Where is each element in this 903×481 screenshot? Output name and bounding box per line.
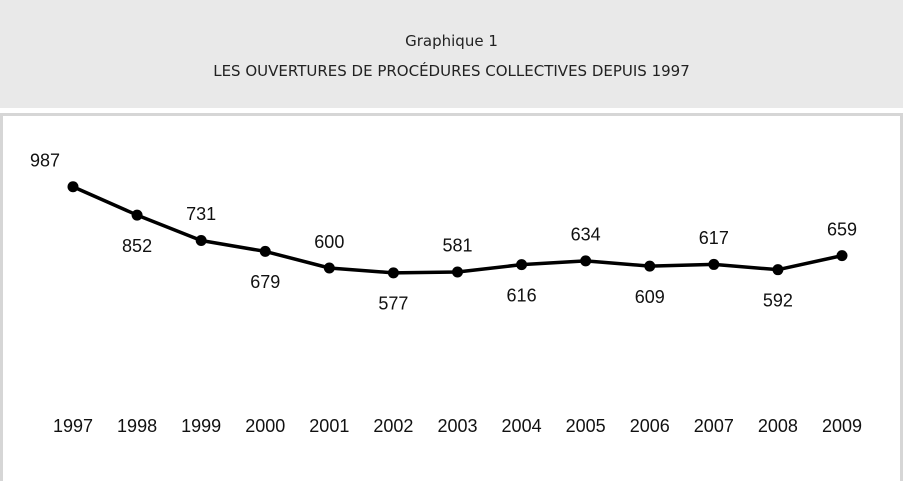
point	[67, 181, 79, 193]
data-label: 679	[250, 272, 280, 292]
x-tick-label: 2007	[694, 416, 734, 436]
x-tick-label: 2004	[502, 416, 542, 436]
x-tick-label: 2006	[630, 416, 670, 436]
data-label: 659	[827, 219, 857, 239]
data-label: 592	[763, 290, 793, 310]
point	[772, 264, 784, 276]
x-tick-label: 2001	[309, 416, 349, 436]
data-label: 852	[122, 236, 152, 256]
chart-subtitle: LES OUVERTURES DE PROCÉDURES COLLECTIVES…	[213, 62, 690, 80]
point	[323, 262, 335, 274]
x-tick-label: 1998	[117, 416, 157, 436]
x-tick-label: 2002	[373, 416, 413, 436]
data-label: 577	[378, 294, 408, 314]
point	[131, 209, 143, 221]
x-tick-label: 2003	[437, 416, 477, 436]
x-tick-label: 1999	[181, 416, 221, 436]
x-tick-label: 2005	[566, 416, 606, 436]
point	[195, 234, 207, 246]
point	[516, 259, 528, 271]
point	[580, 255, 592, 267]
x-tick-label: 2008	[758, 416, 798, 436]
data-label: 609	[635, 287, 665, 307]
point	[644, 260, 656, 272]
data-label: 616	[507, 285, 537, 305]
point	[708, 258, 720, 270]
data-label: 600	[314, 232, 344, 252]
x-tick-label: 1997	[53, 416, 93, 436]
data-label: 581	[442, 236, 472, 256]
point	[259, 245, 271, 257]
data-label: 987	[30, 150, 60, 170]
frame	[0, 113, 903, 481]
data-label: 617	[699, 228, 729, 248]
point	[387, 267, 399, 279]
data-label: 634	[571, 225, 601, 245]
header: Graphique 1 LES OUVERTURES DE PROCÉDURES…	[0, 0, 903, 108]
x-tick-label: 2000	[245, 416, 285, 436]
x-tick-label: 2009	[822, 416, 862, 436]
point	[452, 266, 463, 278]
data-label: 731	[186, 204, 216, 224]
chart-title: Graphique 1	[405, 32, 498, 50]
point	[836, 250, 848, 262]
